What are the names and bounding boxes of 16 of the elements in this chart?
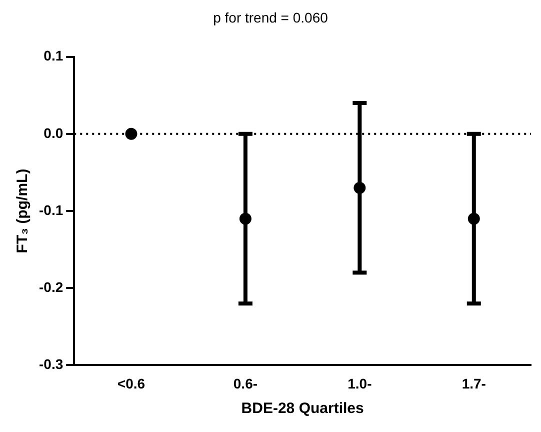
x-tick-label: 0.6- — [233, 375, 258, 392]
x-axis-title: BDE-28 Quartiles — [241, 400, 364, 418]
y-tick-label: 0.0 — [44, 124, 64, 141]
point — [239, 212, 252, 225]
chart-title: p for trend = 0.060 — [213, 9, 328, 26]
x-tick-label: 1.0- — [348, 375, 372, 392]
y-tick-label: -0.2 — [39, 278, 64, 295]
point — [468, 212, 480, 225]
point — [125, 128, 138, 140]
y-tick-label: -0.1 — [39, 202, 64, 218]
point — [354, 182, 366, 194]
y-tick-label: 0.1 — [44, 48, 64, 64]
y-tick-label: -0.3 — [39, 356, 64, 372]
x-tick-label: 1.7- — [462, 375, 486, 392]
x-tick-label: <0.6 — [117, 375, 146, 392]
y-axis-title: FT₃ (pg/mL) — [14, 168, 32, 254]
